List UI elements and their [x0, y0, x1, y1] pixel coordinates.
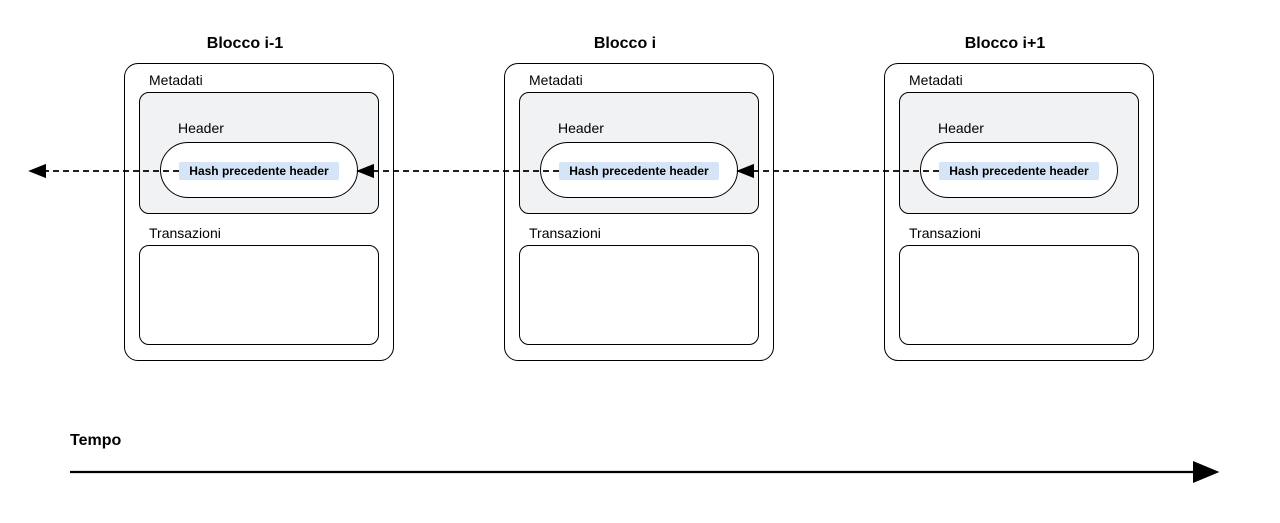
hash-label-2: Hash precedente header [939, 162, 1099, 180]
metadati-label-1: Metadati [529, 72, 583, 88]
header-label-1: Header [558, 120, 604, 136]
transazioni-box-0 [139, 245, 379, 345]
block-title-i: Blocco i [495, 35, 755, 53]
diagram-canvas: Blocco i-1 Metadati Header Hash preceden… [0, 0, 1280, 523]
block-title-i-plus-1: Blocco i+1 [875, 35, 1135, 53]
hash-label-0: Hash precedente header [179, 162, 339, 180]
block-title-i-minus-1: Blocco i-1 [115, 35, 375, 53]
transazioni-box-1 [519, 245, 759, 345]
hash-label-1: Hash precedente header [559, 162, 719, 180]
header-label-0: Header [178, 120, 224, 136]
transazioni-label-2: Transazioni [909, 225, 981, 241]
metadati-label-2: Metadati [909, 72, 963, 88]
metadati-label-0: Metadati [149, 72, 203, 88]
tempo-label: Tempo [70, 432, 121, 450]
transazioni-label-1: Transazioni [529, 225, 601, 241]
header-label-2: Header [938, 120, 984, 136]
transazioni-box-2 [899, 245, 1139, 345]
transazioni-label-0: Transazioni [149, 225, 221, 241]
